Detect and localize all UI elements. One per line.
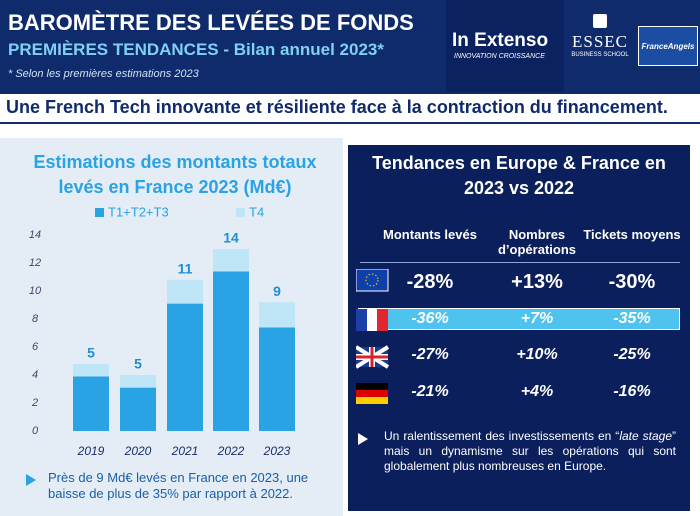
chart-note: Près de 9 Md€ levés en France en 2023, u… (48, 470, 309, 501)
table-cell: -21% (411, 383, 449, 400)
table-cell: -25% (613, 346, 651, 363)
title: BAROMÈTRE DES LEVÉES DE FONDS (8, 10, 414, 35)
table-cell: -16% (613, 383, 651, 400)
note-text: ” mais un dynamisme sur les opérations q… (384, 429, 676, 473)
y-tick-label: 14 (29, 229, 41, 241)
x-tick-label: 2019 (77, 444, 105, 458)
table-cell: +7% (520, 310, 554, 327)
bar-segment (259, 327, 295, 431)
table-cell: -27% (411, 346, 449, 363)
logo-icon (593, 14, 607, 28)
logo: FranceAngels (641, 41, 695, 51)
header: BAROMÈTRE DES LEVÉES DE FONDS PREMIÈRES … (0, 0, 700, 92)
table-cell: +13% (511, 271, 563, 293)
total-label: 9 (273, 283, 281, 299)
flags (356, 269, 390, 404)
y-tick-label: 0 (32, 425, 39, 437)
logo-tagline: BUSINESS SCHOOL (571, 52, 629, 58)
bar-segment (259, 302, 295, 328)
table-cell: +10% (516, 346, 558, 363)
table-cell: -35% (613, 310, 651, 327)
y-tick-label: 4 (32, 369, 38, 381)
bar-segment (120, 387, 156, 431)
bar-segment (213, 249, 249, 272)
bar-segment (213, 271, 249, 431)
table-title: Tendances en Europe & France en 2023 vs … (372, 153, 666, 198)
bar-segment (73, 363, 109, 377)
footnote: * Selon les premières estimations 2023 (8, 68, 199, 80)
legend-label: T1+T2+T3 (108, 204, 169, 219)
total-label: 5 (87, 345, 95, 361)
table-cell: -36% (411, 310, 449, 327)
column-header: Nombres d’opérations (497, 227, 576, 257)
x-tick-label: 2020 (124, 444, 152, 458)
table-note: Un ralentissement des investissements en… (384, 429, 676, 474)
column-header: Tickets moyens (583, 227, 681, 242)
y-tick-label: 6 (32, 341, 39, 353)
y-tick-label: 10 (29, 285, 42, 297)
logo: ESSEC (571, 32, 629, 51)
subtitle: PREMIÈRES TENDANCES - Bilan annuel 2023* (8, 40, 384, 59)
column-header: Montants levés (383, 227, 477, 242)
bar-segment (120, 375, 156, 388)
legend-swatch (95, 208, 104, 217)
x-tick-label: 2023 (263, 444, 291, 458)
total-label: 11 (178, 261, 193, 277)
bar-segment (167, 279, 203, 304)
chart: 0 2 4 6 8 10 12 14 T1+T2+T3 T4 5 2019 5 2020 11 2021 14 2… (29, 204, 295, 458)
legend-label: T4 (249, 204, 264, 219)
bar-segment (73, 376, 109, 431)
logo: In Extenso (452, 30, 549, 51)
table-panel: Tendances en Europe & France en 2023 vs … (348, 145, 690, 511)
bar-segment (167, 303, 203, 431)
logo-box: ESSEC BUSINESS SCHOOL (568, 14, 632, 58)
table-cell: -28% (406, 271, 454, 293)
y-tick-label: 12 (29, 257, 41, 269)
x-tick-label: 2021 (171, 444, 199, 458)
bullet (26, 474, 36, 486)
note-text: late stage (619, 429, 672, 443)
note-text: Un ralentissement des investissements en… (384, 429, 620, 443)
headline: Une French Tech innovante et résiliente … (6, 97, 668, 117)
bullet (358, 433, 368, 445)
legend-swatch (236, 208, 245, 217)
table-cell: -30% (608, 271, 656, 293)
table-cell: +4% (520, 383, 554, 400)
headline-bar: Une French Tech innovante et résiliente … (0, 92, 700, 124)
logo-box: In Extenso INNOVATION CROISSANCE (446, 0, 564, 92)
logo-tagline: INNOVATION CROISSANCE (454, 53, 545, 60)
total-label: 5 (134, 356, 142, 372)
logo-box: FranceAngels (638, 26, 698, 66)
x-tick-label: 2022 (217, 444, 245, 458)
chart-title: Estimations des montants totaux levés en… (33, 152, 317, 197)
y-tick-label: 2 (31, 397, 38, 409)
y-tick-label: 8 (32, 313, 39, 325)
total-label: 14 (223, 230, 239, 246)
separator (360, 262, 680, 263)
